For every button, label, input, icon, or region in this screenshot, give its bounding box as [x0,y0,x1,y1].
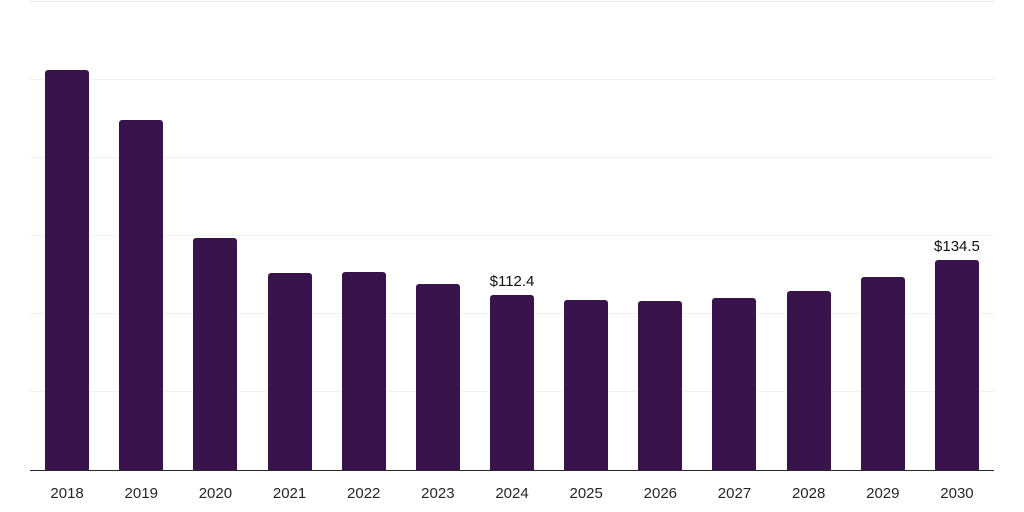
bar-band-2022 [327,2,401,470]
x-tick-label-2021: 2021 [272,485,307,502]
bar-2026 [638,300,683,470]
bar-band-2025 [549,2,623,470]
bar-2027 [712,298,757,470]
bar-band-2023 [401,2,475,470]
bar-band-2029 [846,2,920,470]
x-tick-label-2020: 2020 [198,485,233,502]
x-tick-label-2018: 2018 [50,485,84,502]
bar-2018 [45,69,90,470]
x-tick-label-2030: 2030 [940,485,974,502]
bar-2028 [786,290,831,470]
bar-band-2020 [178,2,252,470]
x-tick-label-2019: 2019 [124,485,158,502]
bar-2021 [267,273,312,470]
gridline-y-200 [30,157,994,158]
bar-2030 [934,260,979,470]
x-tick-label-2024: 2024 [495,485,529,502]
x-axis-labels: 2018 2019 2020 2021 2022 2023 2024 2025 2026 2027… [30,470,994,501]
bar-band-2027 [697,2,771,470]
x-tick-label-2025: 2025 [569,485,603,502]
bar-band-2021 [252,2,326,470]
bar-2025 [564,299,609,470]
gridline-y-150 [30,235,994,236]
x-tick-label-2027: 2027 [717,485,752,502]
bar-band-2030: $134.5 [920,2,994,470]
x-tick-label-2026: 2026 [643,485,678,502]
x-tick-label-2022: 2022 [347,485,381,502]
gridline-y-250 [30,79,994,80]
bar-band-2028 [772,2,846,470]
bar-2020 [193,237,238,470]
x-tick-label-2023: 2023 [421,485,455,502]
bar-2019 [119,119,164,470]
bar-band-2018 [30,2,104,470]
bar-2024 [490,294,535,470]
plot-area: $112.4 $134.5 [30,1,994,471]
bar-2029 [860,277,905,470]
bar-band-2024: $112.4 [475,2,549,470]
bar-band-2026 [623,2,697,470]
bar-2023 [415,284,460,470]
x-tick-label-2029: 2029 [866,485,900,502]
bars-container: $112.4 $134.5 [30,2,994,470]
value-label-2030: $134.5 [934,238,980,256]
x-tick-label-2028: 2028 [791,485,826,502]
bar-2022 [341,271,386,470]
value-label-2024: $112.4 [489,272,535,290]
bar-band-2019 [104,2,178,470]
